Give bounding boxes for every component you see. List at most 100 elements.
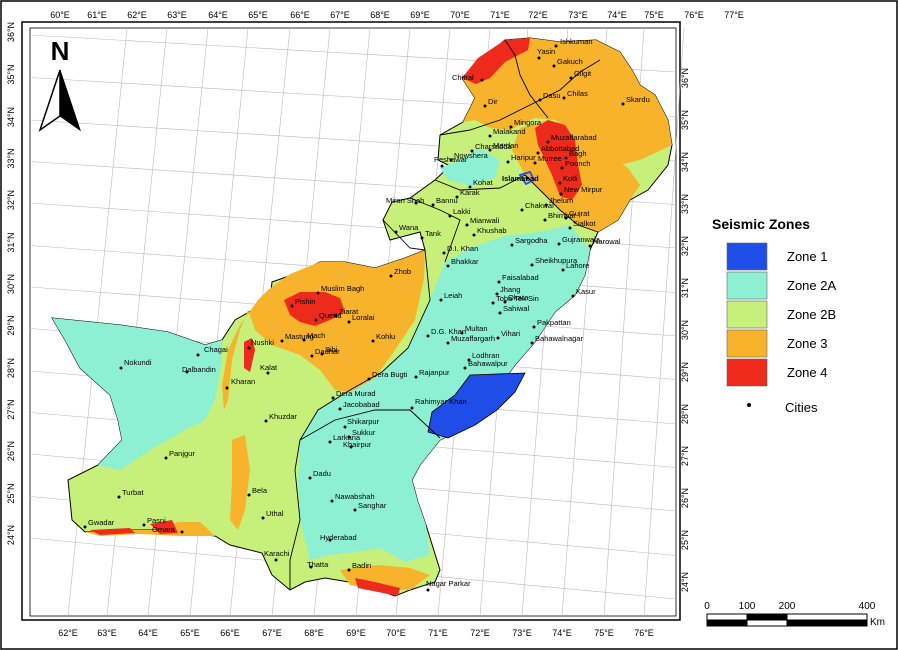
- city-marker: Thatta: [307, 560, 329, 569]
- top-tick-label: 71°E: [490, 10, 510, 20]
- legend-zone-label: Zone 3: [787, 336, 827, 351]
- city-marker: Bela: [247, 486, 268, 497]
- city-marker: Vihari: [496, 329, 520, 340]
- city-dot-icon: [467, 358, 471, 362]
- right-tick-label: 25°N: [680, 530, 690, 550]
- city-dot-icon: [442, 251, 446, 255]
- city-label: Nokundi: [124, 358, 152, 367]
- islamabad-capital-marker: [518, 170, 536, 186]
- scale-tick-label: 400: [859, 601, 876, 612]
- city-marker: Nagar Parkar: [426, 579, 471, 592]
- city-label: Kharan: [231, 377, 255, 386]
- city-label: Quetta: [319, 311, 342, 320]
- bottom-tick-label: 64°E: [138, 628, 158, 638]
- top-tick-label: 67°E: [330, 10, 350, 20]
- legend-swatch: [726, 242, 768, 271]
- legend-swatch: [726, 329, 768, 358]
- city-dot-icon: [426, 334, 430, 338]
- bottom-tick-label: 76°E: [634, 628, 654, 638]
- bottom-tick-label: 68°E: [304, 628, 324, 638]
- zone-3-north: [462, 38, 672, 165]
- city-label: Pishin: [295, 297, 315, 306]
- city-label: D.I. Khan: [447, 244, 478, 253]
- legend-zone-label: Zone 4: [787, 365, 827, 380]
- city-dot-icon: [552, 64, 556, 68]
- city-dot-icon: [426, 588, 430, 592]
- city-label: Ishkuman: [560, 37, 593, 46]
- city-marker: Gilgit: [569, 69, 592, 80]
- bottom-tick-label: 62°E: [58, 628, 78, 638]
- city-dot-icon: [439, 298, 443, 302]
- city-label: Gilgit: [574, 69, 592, 78]
- city-label: Abbottabad: [541, 144, 579, 153]
- city-marker: Mastung: [280, 332, 314, 343]
- city-label: Nagar Parkar: [426, 579, 471, 588]
- city-marker: Quetta: [314, 311, 342, 322]
- city-marker: Gujrat: [564, 209, 590, 220]
- city-label: Sukkur: [352, 428, 376, 437]
- city-dot-icon: [588, 244, 592, 248]
- city-label: Sibi: [325, 345, 338, 354]
- city-dot-icon: [431, 203, 435, 207]
- city-marker: Muslim Bagh: [316, 284, 364, 295]
- city-dot-icon: [274, 558, 278, 562]
- city-marker: Okara: [503, 293, 529, 304]
- bottom-tick-label: 75°E: [594, 628, 614, 638]
- city-marker: Chilas: [562, 89, 588, 100]
- city-marker: Lahore: [561, 261, 589, 272]
- city-dot-icon: [347, 568, 351, 572]
- city-label: Gakuch: [557, 57, 583, 66]
- legend-zone-label: Zone 2A: [787, 278, 836, 293]
- city-dot-icon: [353, 508, 357, 512]
- city-marker: D.G. Khan: [426, 327, 466, 338]
- bottom-tick-label: 65°E: [180, 628, 200, 638]
- bottom-tick-label: 70°E: [386, 628, 406, 638]
- zone-2a-peshawar: [440, 148, 500, 186]
- city-label: Mardan: [493, 141, 518, 150]
- city-marker: Omara: [152, 525, 184, 534]
- city-marker: Gakuch: [552, 57, 583, 68]
- zone-4-kashmir: [535, 120, 582, 200]
- top-tick-label: 63°E: [167, 10, 187, 20]
- legend: Seismic Zones Zone 1 Zone 2A Zone 2B Zone 3…: [712, 216, 836, 415]
- city-label: Khushab: [477, 226, 507, 235]
- zone-4-quetta: [284, 292, 345, 326]
- city-dot-icon: [496, 336, 500, 340]
- top-tick-label: 66°E: [290, 10, 310, 20]
- city-marker: Panjgur: [164, 449, 195, 460]
- city-marker: Larkana: [328, 433, 361, 444]
- city-dot-icon: [465, 223, 469, 227]
- city-dot-icon: [520, 208, 524, 212]
- city-label: Toba Tek Sin: [496, 294, 539, 303]
- top-tick-label: 74°E: [607, 10, 627, 20]
- city-label: Narowal: [593, 237, 621, 246]
- city-marker: Gujranwala: [557, 235, 601, 246]
- city-marker: Uthal: [261, 509, 284, 520]
- top-tick-label: 70°E: [450, 10, 470, 20]
- city-dot-icon: [266, 371, 270, 375]
- city-label: Jacobabad: [343, 400, 380, 409]
- city-marker: Khuzdar: [264, 412, 297, 423]
- city-dot-icon: [530, 341, 534, 345]
- city-label: Bagh: [569, 149, 587, 158]
- city-dot-icon: [448, 214, 452, 218]
- right-tick-label: 35°N: [680, 110, 690, 130]
- city-dot-icon: [196, 353, 200, 357]
- city-dot-icon: [331, 396, 335, 400]
- city-marker: Kasur: [571, 287, 596, 298]
- city-marker: Khushab: [472, 226, 507, 237]
- top-tick-label: 77°E: [724, 10, 744, 20]
- scale-tick-label: 0: [704, 601, 710, 612]
- city-label: Muzaffargarh: [451, 334, 495, 343]
- city-label: Chilas: [567, 89, 588, 98]
- city-dot-icon: [559, 192, 563, 196]
- city-dot-icon: [347, 435, 351, 439]
- bottom-tick-label: 71°E: [428, 628, 448, 638]
- north-arrow-icon: N: [38, 36, 81, 132]
- right-tick-label: 28°N: [680, 404, 690, 424]
- city-dot-icon: [463, 366, 467, 370]
- city-label: Karak: [460, 188, 480, 197]
- city-marker: Dalbandin: [182, 365, 216, 374]
- city-marker: Jhang: [495, 285, 520, 296]
